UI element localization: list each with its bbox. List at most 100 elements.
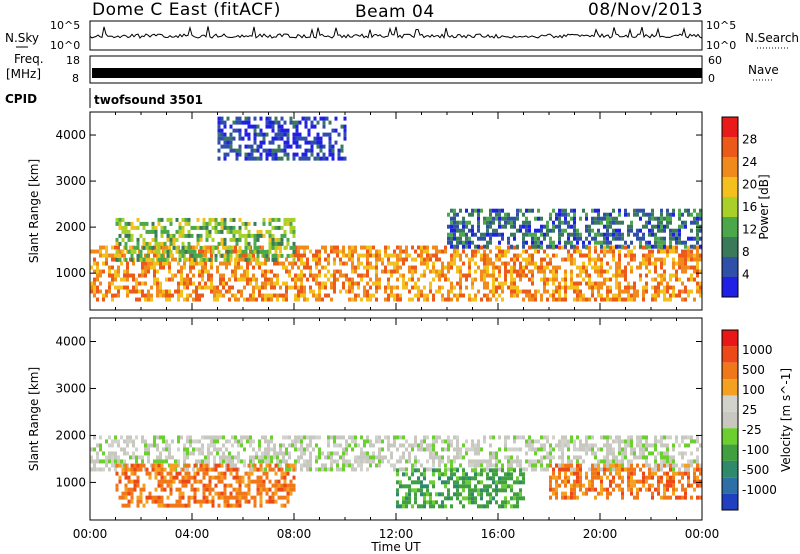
power-echo-cell — [333, 269, 336, 274]
power-echo-cell — [144, 269, 147, 274]
velocity-echo-cell — [423, 439, 426, 444]
power-echo-cell — [591, 208, 594, 213]
velocity-echo-cell — [372, 455, 375, 460]
velocity-echo-cell — [645, 487, 648, 492]
power-echo-cell — [301, 156, 305, 161]
power-echo-cell — [561, 208, 564, 213]
velocity-echo-cell — [417, 459, 420, 464]
velocity-echo-cell — [204, 455, 207, 460]
power-echo-cell — [304, 124, 308, 129]
velocity-echo-cell — [165, 439, 168, 444]
velocity-echo-cell — [690, 451, 693, 456]
velocity-echo-cell — [222, 435, 225, 440]
power-echo-cell — [187, 233, 191, 238]
velocity-echo-cell — [435, 492, 438, 497]
power-echo-cell — [636, 289, 639, 294]
power-echo-cell — [271, 253, 275, 258]
velocity-echo-cell — [175, 475, 179, 480]
power-echo-cell — [660, 224, 663, 229]
velocity-echo-cell — [417, 504, 420, 509]
velocity-echo-cell — [280, 487, 284, 492]
power-echo-cell — [564, 244, 567, 249]
velocity-echo-cell — [510, 447, 513, 452]
power-echo-cell — [271, 225, 275, 230]
power-echo-cell — [693, 220, 696, 225]
power-echo-cell — [226, 253, 230, 258]
power-echo-cell — [597, 228, 600, 233]
power-echo-cell — [250, 249, 254, 254]
power-echo-cell — [630, 240, 633, 245]
power-echo-cell — [534, 297, 537, 302]
velocity-echo-cell — [282, 451, 285, 456]
power-echo-cell — [166, 233, 170, 238]
power-echo-cell — [639, 208, 642, 213]
power-echo-cell — [591, 228, 594, 233]
power-echo-cell — [136, 217, 140, 222]
velocity-echo-cell — [672, 455, 675, 460]
power-echo-cell — [318, 289, 321, 294]
velocity-echo-cell — [123, 459, 126, 464]
power-echo-cell — [265, 249, 269, 254]
velocity-echo-cell — [558, 471, 561, 476]
velocity-echo-cell — [528, 459, 531, 464]
power-echo-cell — [375, 273, 378, 278]
power-echo-cell — [186, 281, 189, 286]
velocity-echo-cell — [606, 435, 609, 440]
power-echo-cell — [222, 277, 225, 282]
velocity-echo-cell — [648, 467, 651, 472]
velocity-colorbar-tick: 100 — [742, 383, 765, 397]
velocity-echo-cell — [235, 499, 239, 504]
power-echo-cell — [594, 249, 597, 254]
velocity-echo-cell — [468, 447, 471, 452]
velocity-echo-cell — [627, 435, 630, 440]
velocity-echo-cell — [675, 439, 678, 444]
power-echo-cell — [297, 245, 300, 250]
power-echo-cell — [175, 249, 179, 254]
velocity-echo-cell — [141, 455, 144, 460]
velocity-echo-cell — [166, 479, 170, 484]
power-echo-cell — [193, 257, 197, 262]
velocity-echo-cell — [474, 443, 477, 448]
velocity-echo-cell — [438, 472, 441, 477]
power-echo-cell — [537, 249, 540, 254]
power-echo-cell — [237, 277, 240, 282]
velocity-echo-cell — [591, 443, 594, 448]
velocity-echo-cell — [624, 467, 627, 472]
velocity-echo-cell — [226, 495, 230, 500]
power-echo-cell — [477, 208, 480, 213]
velocity-echo-layer — [90, 435, 702, 509]
power-echo-cell — [501, 216, 504, 221]
power-echo-cell — [243, 297, 246, 302]
velocity-echo-cell — [375, 435, 378, 440]
power-echo-cell — [471, 257, 474, 262]
power-echo-cell — [153, 277, 156, 282]
power-echo-cell — [252, 289, 255, 294]
power-echo-cell — [540, 297, 543, 302]
power-echo-cell — [156, 293, 159, 298]
velocity-echo-cell — [232, 503, 236, 508]
velocity-echo-cell — [244, 491, 248, 496]
velocity-echo-cell — [687, 475, 690, 480]
power-echo-cell — [660, 220, 663, 225]
power-echo-cell — [441, 285, 444, 290]
velocity-echo-cell — [120, 459, 123, 464]
power-echo-cell — [196, 233, 200, 238]
power-echo-cell — [166, 257, 170, 262]
power-echo-cell — [498, 245, 501, 250]
power-echo-cell — [309, 273, 312, 278]
velocity-echo-cell — [432, 480, 435, 485]
power-echo-cell — [516, 253, 519, 258]
power-echo-cell — [223, 245, 227, 250]
velocity-echo-cell — [193, 491, 197, 496]
power-echo-cell — [459, 220, 462, 225]
power-echo-cell — [217, 148, 221, 153]
power-echo-cell — [657, 273, 660, 278]
power-echo-cell — [594, 236, 597, 241]
power-echo-cell — [471, 249, 474, 254]
velocity-colorbar-swatch — [722, 330, 738, 347]
power-echo-cell — [159, 265, 162, 270]
power-echo-cell — [678, 240, 681, 245]
power-echo-cell — [160, 233, 164, 238]
velocity-echo-cell — [244, 495, 248, 500]
freq-tick-top: 18 — [66, 54, 80, 67]
